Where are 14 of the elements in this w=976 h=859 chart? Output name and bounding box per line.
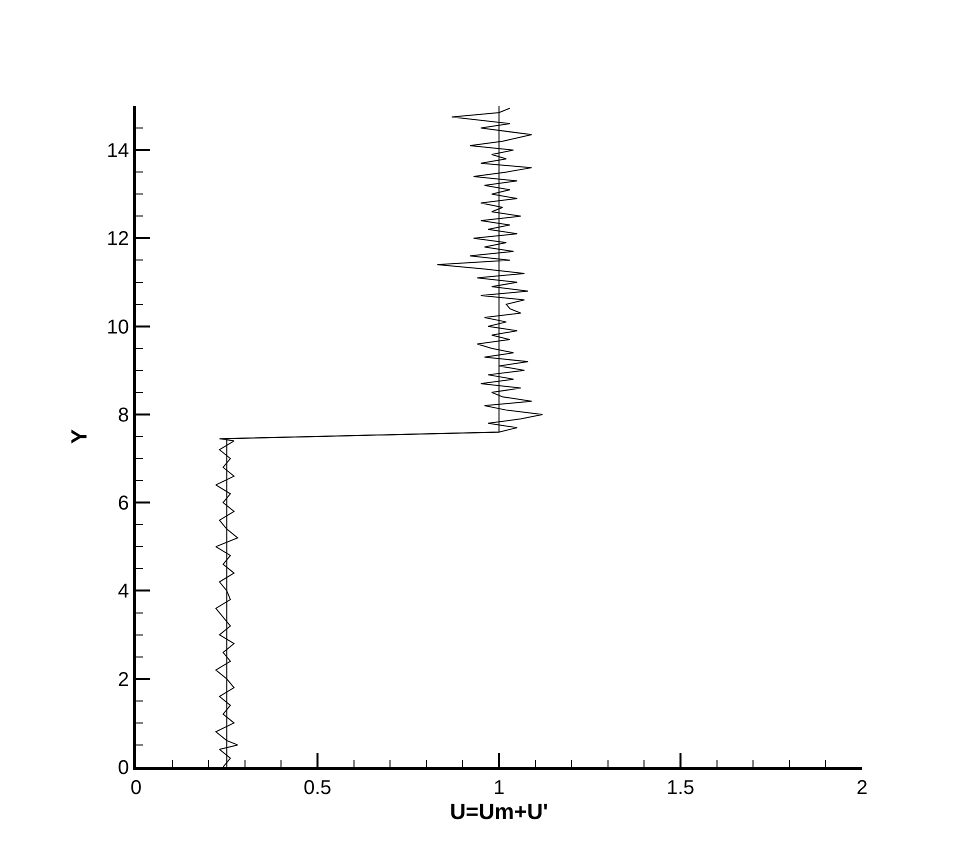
y-tick-label: 6 (118, 492, 129, 515)
y-tick-label: 2 (118, 668, 129, 691)
y-tick-label: 10 (106, 316, 129, 338)
y-tick-label: 0 (118, 757, 129, 779)
y-tick-label: 4 (118, 580, 129, 603)
x-axis-title: U=Um+U' (450, 799, 548, 824)
x-tick-label: 2 (856, 777, 868, 799)
x-tick-label: 1 (493, 777, 505, 799)
y-tick-label: 8 (118, 404, 129, 426)
y-tick-label: 12 (106, 228, 129, 250)
x-tick-label: 0.5 (304, 777, 332, 799)
x-tick-label: 1.5 (666, 777, 694, 799)
y-tick-label: 14 (106, 140, 129, 162)
y-axis-title: Y (66, 428, 92, 444)
